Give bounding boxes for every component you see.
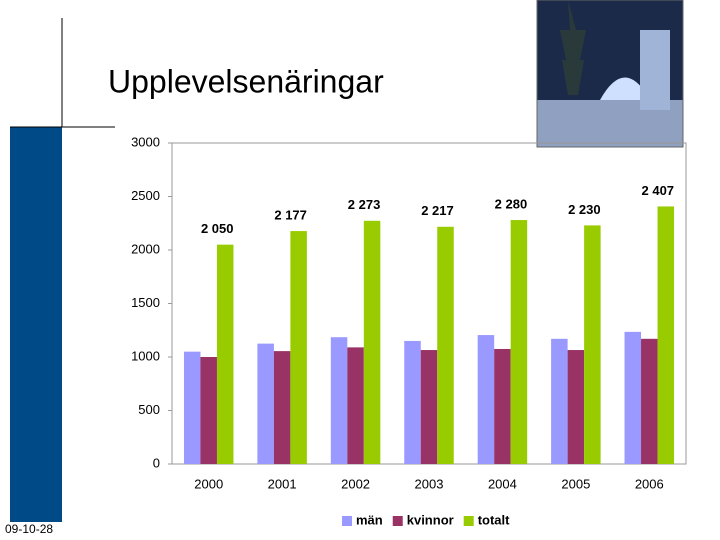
- value-label: 2 273: [348, 197, 381, 212]
- bar: [567, 350, 585, 464]
- bar: [420, 350, 438, 464]
- y-tick-label: 3000: [131, 134, 160, 149]
- legend-label: män: [356, 512, 383, 527]
- legend-swatch: [342, 516, 352, 526]
- legend-swatch: [392, 516, 403, 526]
- bar: [347, 347, 364, 464]
- slide-title: Upplevelsenäringar: [108, 63, 384, 99]
- x-tick-label: 2003: [415, 476, 444, 491]
- bar: [657, 206, 675, 465]
- value-label: 2 177: [274, 207, 307, 222]
- bar: [584, 225, 601, 464]
- value-label: 2 217: [421, 203, 454, 218]
- value-label: 2 050: [201, 221, 234, 236]
- y-tick-label: 2000: [131, 241, 160, 256]
- bar: [494, 348, 511, 464]
- y-tick-label: 0: [153, 455, 160, 470]
- bar: [437, 226, 454, 464]
- bar: [330, 337, 348, 464]
- value-label: 2 230: [568, 202, 601, 217]
- bar: [290, 231, 307, 464]
- bar: [624, 331, 642, 464]
- y-tick-label: 1000: [131, 348, 160, 363]
- legend-label: totalt: [478, 512, 510, 527]
- bar: [641, 338, 658, 464]
- bar: [363, 220, 381, 464]
- value-label: 2 280: [495, 196, 528, 211]
- bar: [477, 335, 495, 464]
- x-tick-label: 2000: [194, 476, 223, 491]
- bar: [510, 220, 528, 464]
- bar: [273, 351, 291, 464]
- bar: [404, 340, 421, 464]
- x-tick-label: 2006: [635, 476, 664, 491]
- bar: [216, 244, 234, 464]
- bar: [200, 357, 217, 464]
- bar: [257, 343, 274, 464]
- y-tick-label: 2500: [131, 188, 160, 203]
- x-tick-label: 2001: [268, 476, 297, 491]
- photo: [536, 0, 684, 148]
- x-tick-label: 2002: [341, 476, 370, 491]
- x-tick-label: 2005: [561, 476, 590, 491]
- bar: [183, 351, 201, 464]
- legend-label: kvinnor: [407, 512, 454, 527]
- value-label: 2 407: [642, 183, 675, 198]
- bar: [551, 338, 568, 464]
- date: 09-10-28: [5, 522, 53, 536]
- y-tick-label: 500: [138, 402, 160, 417]
- x-tick-label: 2004: [488, 476, 517, 491]
- side-bar: [10, 127, 62, 522]
- y-tick-label: 1500: [131, 295, 160, 310]
- legend-swatch: [463, 516, 474, 526]
